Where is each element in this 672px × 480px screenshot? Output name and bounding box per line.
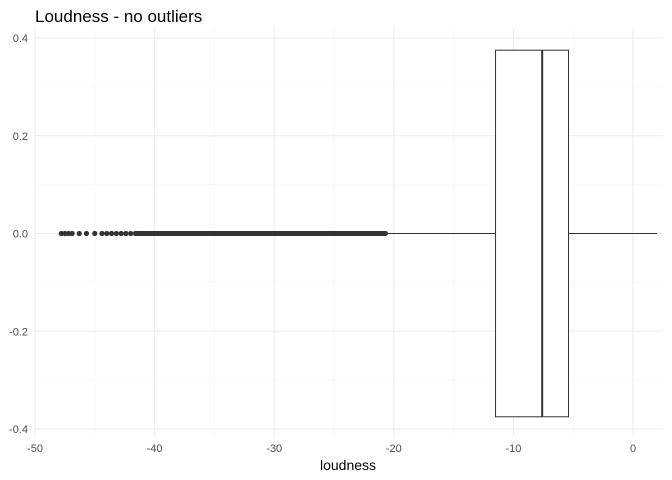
outlier-point xyxy=(62,230,68,237)
chart-title: Loudness - no outliers xyxy=(35,7,202,26)
data-layer xyxy=(58,49,658,418)
y-tick-label: -0.4 xyxy=(9,424,28,436)
outlier-point xyxy=(132,230,139,237)
x-axis-title: loudness xyxy=(320,457,376,473)
outlier-point xyxy=(92,230,98,237)
x-tick-label: -50 xyxy=(27,443,43,455)
outlier-point xyxy=(65,230,72,237)
outlier-point xyxy=(83,230,90,237)
y-tick-label: 0.0 xyxy=(13,229,28,241)
outlier-point xyxy=(118,230,124,237)
x-tick-label: 0 xyxy=(630,443,636,455)
y-tick-label: 0.4 xyxy=(13,33,28,45)
iqr-box xyxy=(495,49,570,418)
outlier-point xyxy=(104,230,110,237)
x-tick-label: -20 xyxy=(386,443,402,455)
tick-labels: -50 -40 -30 -20 -10 0 -0.4 -0.2 0.0 0.2 0.4 xyxy=(9,33,636,455)
outlier-point xyxy=(128,230,134,237)
x-tick-label: -10 xyxy=(506,443,522,455)
x-tick-label: -30 xyxy=(266,443,282,455)
y-tick-label: -0.2 xyxy=(9,326,28,338)
outlier-point xyxy=(113,230,119,237)
outlier-point xyxy=(58,230,64,237)
outlier-point xyxy=(99,230,105,237)
x-tick-label: -40 xyxy=(147,443,163,455)
y-tick-label: 0.2 xyxy=(13,131,28,143)
outlier-point xyxy=(76,230,82,237)
outlier-point xyxy=(123,230,129,237)
outlier-point xyxy=(69,230,75,237)
outlier-point xyxy=(108,230,115,237)
